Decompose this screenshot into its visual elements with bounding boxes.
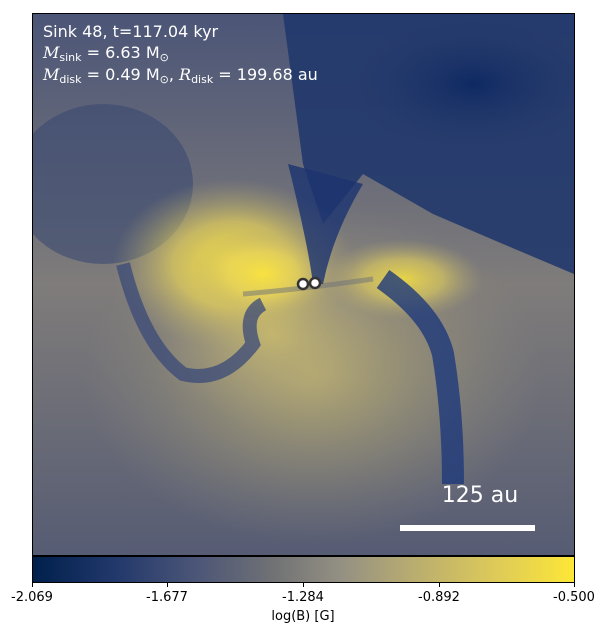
scale-bar (400, 525, 535, 531)
colorbar-tick (32, 583, 33, 587)
sink-markers (296, 276, 322, 291)
colorbar-tick (574, 583, 575, 587)
disk-mass-subscript: disk (59, 73, 82, 86)
colorbar-tick-label: -1.284 (282, 590, 324, 605)
sink-marker (308, 276, 322, 290)
colorbar-tick (439, 583, 440, 587)
disk-line: Mdisk = 0.49 M⊙, Rdisk = 199.68 au (43, 65, 318, 86)
disk-mass-symbol: M (43, 65, 60, 84)
sink-mass-value: = 6.63 M (81, 43, 160, 62)
disk-radius-value: = 199.68 au (213, 65, 318, 84)
disk-radius-subscript: disk (191, 73, 214, 86)
magnetic-field-map: Sink 48, t=117.04 kyr Msink = 6.63 M⊙ Md… (32, 13, 575, 556)
solar-symbol: ⊙ (159, 73, 169, 86)
sink-mass-subscript: sink (59, 51, 82, 64)
colorbar-tick (167, 583, 168, 587)
colorbar-tick-label: -0.892 (418, 590, 460, 605)
colorbar-tick (303, 583, 304, 587)
colorbar-label: log(B) [G] (271, 609, 335, 624)
sink-marker (296, 277, 310, 291)
disk-mass-value: = 0.49 M (81, 65, 160, 84)
title-line: Sink 48, t=117.04 kyr (43, 22, 218, 42)
colorbar-tick-label: -1.677 (146, 590, 188, 605)
scale-bar-label: 125 au (441, 483, 519, 508)
colorbar (32, 556, 575, 583)
sink-mass-symbol: M (43, 43, 60, 62)
field-image (33, 14, 574, 555)
colorbar-tick-label: -2.069 (11, 590, 53, 605)
colorbar-tick-label: -0.500 (553, 590, 595, 605)
disk-radius-symbol: R (179, 65, 192, 84)
sink-mass-line: Msink = 6.63 M⊙ (43, 43, 169, 68)
solar-symbol: ⊙ (159, 51, 169, 64)
sink-info-text: Sink 48, t=117.04 kyr (43, 22, 219, 41)
